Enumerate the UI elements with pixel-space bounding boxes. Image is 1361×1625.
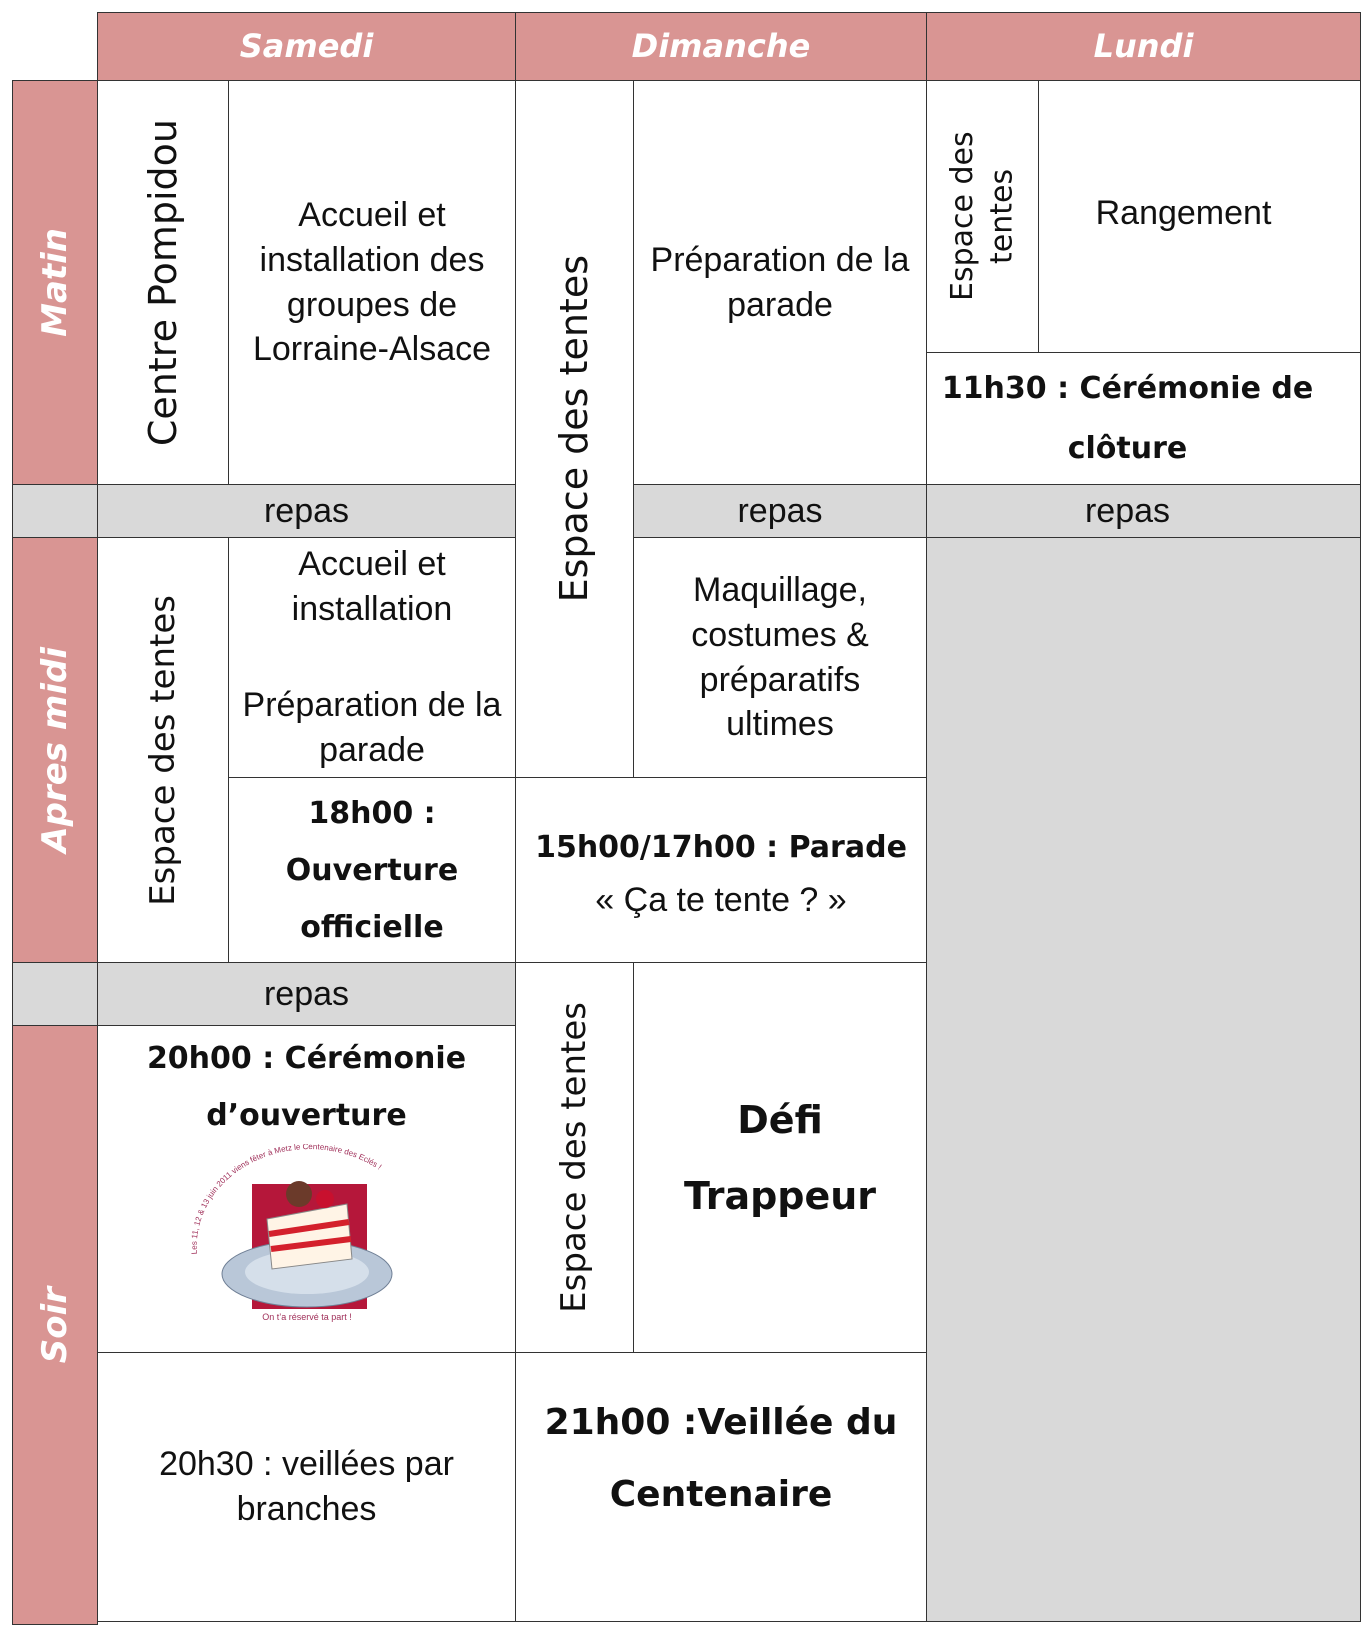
event-cell: 21h00 :Veillée du Centenaire xyxy=(515,1352,927,1622)
place-text: Espace des tentes xyxy=(552,255,597,603)
place-text: Espace des tentes xyxy=(554,1002,595,1313)
meal-cell: repas xyxy=(926,484,1361,538)
meal-gap xyxy=(12,962,98,1026)
meal-cell: repas xyxy=(633,484,927,538)
place-cell: Espace des tentes xyxy=(97,537,229,963)
meal-cell: repas xyxy=(97,962,516,1026)
event-text: 15h00/17h00 : Parade xyxy=(535,829,907,865)
event-text: 20h00 : Cérémonie d’ouverture xyxy=(146,1041,467,1133)
place-text: Espace des tentes xyxy=(944,131,1020,302)
activity-cell: Maquillage, costumes & préparatifs ultim… xyxy=(633,537,927,778)
event-cell: 18h00 : Ouverture officielle xyxy=(228,777,516,963)
period-text: Matin xyxy=(34,228,75,337)
place-cell: Centre Pompidou xyxy=(97,80,229,485)
activity-cell: Préparation de la parade xyxy=(633,80,927,485)
event-cell: 11h30 : Cérémonie de clôture xyxy=(926,352,1361,485)
period-label: Soir xyxy=(12,1025,98,1625)
event-cell: 15h00/17h00 : Parade « Ça te tente ? » xyxy=(515,777,927,963)
place-cell: Espace des tentes xyxy=(515,962,634,1353)
place-text: Espace des tentes xyxy=(142,594,183,906)
activity-text: Préparation de la parade xyxy=(242,686,502,770)
activity-cell: Accueil et installation des groupes de L… xyxy=(228,80,516,485)
meal-gap xyxy=(12,484,98,538)
day-header: Lundi xyxy=(926,12,1361,81)
empty-cell xyxy=(926,537,1361,1622)
period-label: Apres midi xyxy=(12,537,98,963)
activity-cell: Rangement xyxy=(1038,80,1361,353)
place-cell: Espace des tentes xyxy=(515,80,634,778)
event-cell: 20h30 : veillées par branches xyxy=(97,1352,516,1622)
logo-caption: On t’a réservé ta part ! xyxy=(262,1312,352,1322)
event-subtext: « Ça te tente ? » xyxy=(595,880,847,919)
activity-text: Accueil et installation xyxy=(291,545,453,628)
period-label: Matin xyxy=(12,80,98,485)
place-text: Centre Pompidou xyxy=(140,118,185,447)
day-header: Dimanche xyxy=(515,12,927,81)
meal-cell: repas xyxy=(97,484,516,538)
activity-cell: Accueil et installation Préparation de l… xyxy=(228,537,516,778)
day-header: Samedi xyxy=(97,12,516,81)
event-cell: 20h00 : Cérémonie d’ouverture Les 11, 12… xyxy=(97,1025,516,1353)
logo: Les 11, 12 & 13 juin 2011 viens fêter à … xyxy=(189,1144,392,1322)
event-cell: Défi Trappeur xyxy=(633,962,927,1353)
period-text: Apres midi xyxy=(34,647,75,853)
period-text: Soir xyxy=(34,1286,75,1364)
place-cell: Espace des tentes xyxy=(926,80,1039,353)
